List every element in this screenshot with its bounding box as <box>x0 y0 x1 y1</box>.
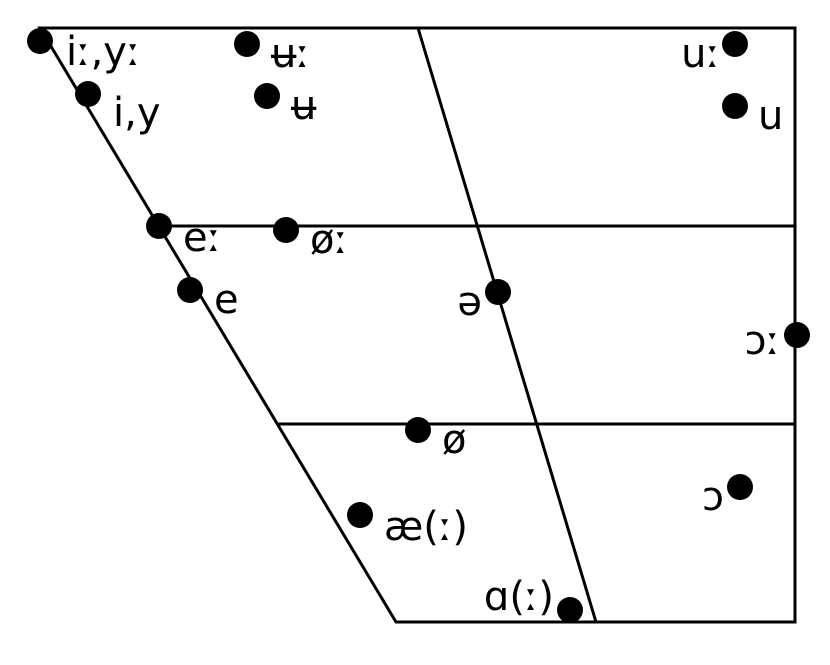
vowel-dot-open-o-long <box>784 322 810 348</box>
vowel-label-ash: æ(ː) <box>384 507 468 547</box>
vowel-dot-ash <box>347 502 373 528</box>
vowel-dot-u-bar-long <box>234 31 260 57</box>
vowel-dot-i-y <box>75 81 101 107</box>
vowel-label-open-o-long: ɔː <box>745 321 780 361</box>
vowel-dot-u <box>722 93 748 119</box>
vowel-label-u: u <box>758 96 783 136</box>
vowel-dot-e <box>177 277 203 303</box>
vowel-dot-open-o <box>727 474 753 500</box>
vowel-label-o-slash: ø <box>442 420 466 460</box>
vowel-label-e-long: eː <box>183 218 221 258</box>
vowel-dot-i-long-y-long <box>27 28 53 54</box>
vowel-dot-alpha <box>557 597 583 623</box>
vowel-label-u-bar-long: ʉː <box>271 34 310 74</box>
vowel-label-u-long: uː <box>681 34 720 74</box>
vowel-label-schwa: ə <box>457 282 482 322</box>
vowel-label-open-o: ɔ <box>702 477 724 517</box>
vowel-label-alpha: ɑ(ː) <box>484 577 554 617</box>
vowel-dot-e-long <box>146 213 172 239</box>
vowel-dot-o-slash-long <box>273 217 299 243</box>
vowel-dot-u-bar <box>254 83 280 109</box>
vowel-label-i-y: i,y <box>113 93 161 133</box>
vowel-dot-schwa <box>485 279 511 305</box>
vowel-dot-u-long <box>722 31 748 57</box>
vowel-label-i-long-y-long: iː,yː <box>66 32 140 72</box>
vowel-label-o-slash-long: øː <box>310 220 348 260</box>
vowel-label-u-bar: ʉ <box>291 86 316 126</box>
vowel-dot-o-slash <box>405 417 431 443</box>
vowel-label-e: e <box>214 280 239 320</box>
vowel-chart: iː,yː i,y ʉː ʉ uː u eː øː e ə ɔː ø ɔ æ(ː) ɑ(ː) <box>0 0 830 665</box>
